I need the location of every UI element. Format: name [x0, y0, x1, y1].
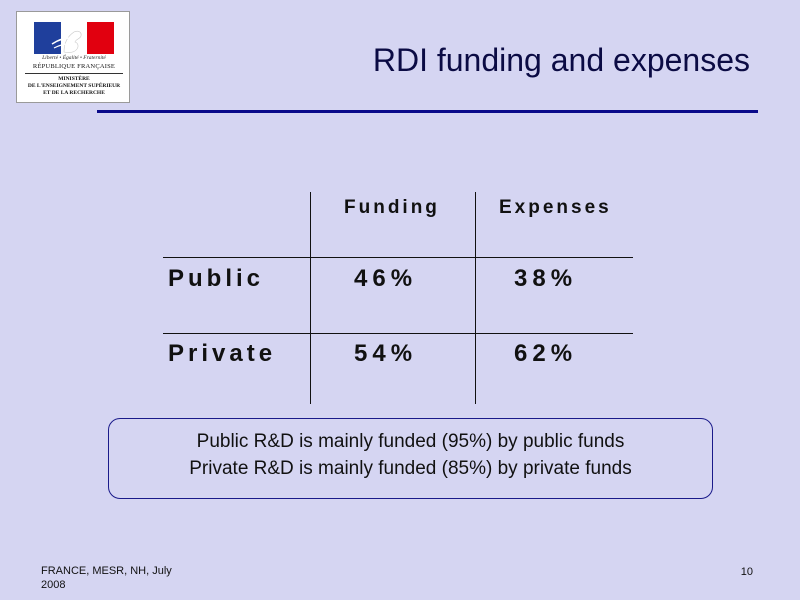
table-hline-2	[163, 333, 633, 334]
marianne-flag-icon	[34, 22, 114, 54]
cell-public-expenses: 38%	[514, 265, 578, 292]
cell-private-expenses: 62%	[514, 340, 578, 367]
title-underline	[97, 110, 758, 113]
table-hline-1	[163, 257, 633, 258]
logo-ministry-line2: DE L'ENSEIGNEMENT SUPÉRIEUR	[27, 83, 121, 89]
table-vline-2	[475, 192, 476, 404]
logo-ministry-line3: ET DE LA RECHERCHE	[43, 90, 105, 96]
footer-text-line1: FRANCE, MESR, NH, July	[41, 565, 172, 577]
summary-note-box: Public R&D is mainly funded (95%) by pub…	[108, 418, 713, 499]
footer-text: FRANCE, MESR, NH, July 2008	[41, 564, 191, 592]
table-vline-1	[310, 192, 311, 404]
logo-ministry-line1: MINISTÈRE	[58, 76, 90, 82]
row-label-private: Private	[168, 340, 277, 367]
cell-private-funding: 54%	[354, 340, 418, 367]
summary-note-line1: Public R&D is mainly funded (95%) by pub…	[196, 431, 625, 452]
logo-republic: RÉPUBLIQUE FRANÇAISE	[32, 63, 116, 70]
logo-ministry: MINISTÈRE DE L'ENSEIGNEMENT SUPÉRIEUR ET…	[17, 76, 131, 97]
slide-title: RDI funding and expenses	[372, 42, 750, 78]
funding-table: Funding Expenses Public 46% 38% Private …	[163, 192, 633, 404]
logo-motto: Liberté • Égalité • Fraternité	[42, 55, 106, 61]
column-header-expenses: Expenses	[499, 197, 612, 218]
logo-divider	[25, 73, 123, 74]
column-header-funding: Funding	[344, 197, 440, 218]
cell-public-funding: 46%	[354, 265, 418, 292]
footer-text-line2: 2008	[41, 579, 66, 591]
row-label-public: Public	[168, 265, 265, 292]
ministry-logo: Liberté • Égalité • Fraternité RÉPUBLIQU…	[16, 11, 130, 103]
summary-note-line2: Private R&D is mainly funded (85%) by pr…	[189, 458, 632, 479]
page-number: 10	[740, 566, 753, 578]
